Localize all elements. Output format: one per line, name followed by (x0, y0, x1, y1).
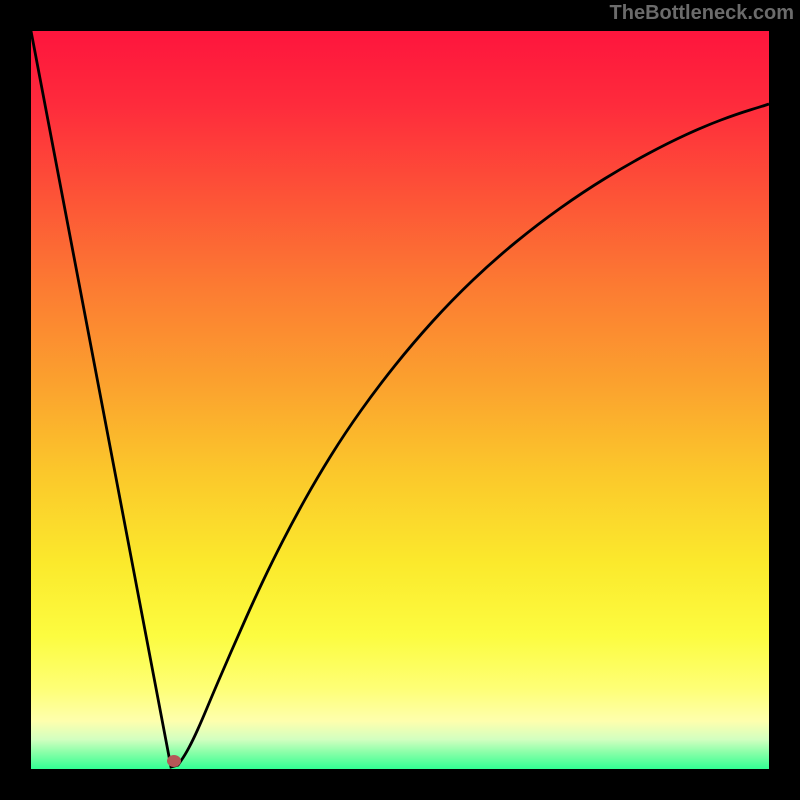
optimal-point-marker (167, 755, 181, 767)
bottleneck-chart: TheBottleneck.com (0, 0, 800, 800)
watermark-text: TheBottleneck.com (610, 2, 794, 25)
plot-background (31, 31, 769, 769)
chart-svg (0, 0, 800, 800)
